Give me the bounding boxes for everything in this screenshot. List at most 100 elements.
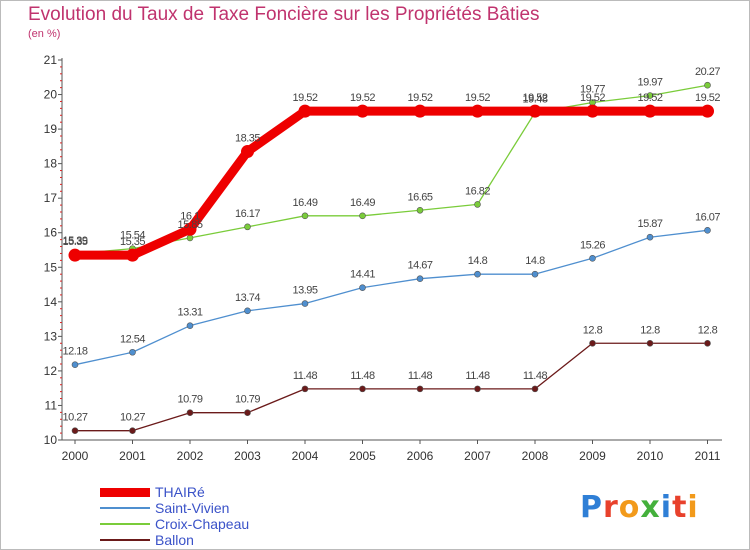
data-label: 13.31 [177, 307, 202, 319]
data-label: 13.95 [292, 285, 317, 297]
data-label: 12.8 [698, 324, 718, 336]
data-point [71, 361, 79, 368]
chart-title: Evolution du Taux de Taxe Foncière sur l… [28, 4, 540, 25]
x-tick-label: 2002 [177, 449, 204, 463]
x-tick-label: 2009 [579, 449, 606, 463]
data-label: 18.35 [235, 133, 260, 145]
data-label: 19.77 [580, 83, 605, 95]
legend-label: THAIRé [155, 484, 205, 500]
data-label: 14.67 [407, 260, 432, 272]
data-label: 14.8 [525, 255, 545, 267]
data-label: 20.27 [695, 66, 720, 78]
chart-subtitle: (en %) [28, 28, 61, 40]
data-label: 19.52 [522, 92, 547, 104]
data-point [244, 223, 251, 231]
series-line-thair- [70, 106, 712, 260]
data-label: 19.52 [637, 92, 662, 104]
data-label: 12.54 [120, 333, 145, 345]
data-label: 19.52 [292, 92, 317, 104]
data-point [643, 104, 657, 118]
data-point [589, 254, 596, 262]
data-point [186, 234, 194, 242]
data-label: 15.35 [120, 236, 145, 248]
data-point [244, 409, 251, 417]
data-point [704, 339, 711, 347]
data-label: 15.85 [177, 219, 202, 231]
data-label: 15.26 [580, 239, 605, 251]
data-point [186, 322, 194, 329]
x-tick-label: 2000 [62, 449, 89, 463]
y-tick-label: 13 [44, 329, 58, 343]
logo-letter: x [640, 490, 661, 525]
data-label: 11.48 [465, 370, 490, 382]
data-label: 15.39 [62, 235, 87, 247]
x-tick-label: 2004 [292, 449, 319, 463]
data-point [646, 92, 654, 99]
legend-swatch [100, 487, 150, 497]
proxiti-logo: Proxiti [580, 490, 699, 525]
legend-item: Croix-Chapeau [100, 516, 340, 532]
legend-swatch [100, 507, 150, 509]
data-point [356, 104, 369, 118]
data-label: 12.8 [640, 324, 660, 336]
y-tick-label: 15 [44, 260, 58, 274]
data-point [586, 104, 599, 118]
data-point [301, 300, 309, 307]
series-line-croix-chapeau [74, 84, 709, 255]
x-tick-label: 2010 [637, 449, 664, 463]
data-label: 14.41 [350, 269, 375, 281]
data-label: 10.27 [120, 412, 145, 424]
data-label: 16.49 [350, 197, 375, 209]
data-point [129, 427, 136, 434]
data-label: 11.48 [293, 370, 318, 382]
legend-item: Saint-Vivien [100, 500, 340, 516]
data-point [413, 104, 427, 118]
legend-label: Ballon [155, 532, 194, 548]
data-point [298, 104, 312, 118]
data-point [416, 385, 424, 393]
y-tick-label: 11 [45, 398, 58, 412]
data-label: 10.27 [62, 412, 87, 424]
data-label: 16.07 [695, 211, 720, 223]
y-tick-label: 14 [44, 295, 58, 309]
data-label: 19.52 [350, 92, 375, 104]
data-point [704, 227, 711, 234]
data-point [474, 385, 481, 393]
data-label: 19.52 [580, 92, 605, 104]
legend-swatch [100, 523, 150, 525]
logo-letter: P [580, 490, 603, 525]
data-label: 19.52 [465, 92, 490, 104]
data-point [474, 201, 481, 208]
logo-letter: i [660, 490, 673, 525]
y-tick-label: 16 [44, 226, 58, 240]
data-label: 15.87 [637, 218, 662, 230]
data-label: 11.48 [350, 370, 375, 382]
data-label: 13.74 [235, 292, 260, 304]
data-label: 15.35 [62, 236, 87, 248]
legend-item: Ballon [100, 532, 340, 548]
y-tick-label: 10 [44, 433, 58, 447]
data-point [129, 348, 136, 356]
data-point [126, 248, 139, 262]
data-label: 16.49 [292, 197, 317, 209]
data-point [704, 81, 711, 89]
x-tick-label: 2006 [407, 449, 434, 463]
data-point [701, 104, 714, 118]
y-tick-label: 20 [44, 88, 58, 102]
data-point [183, 222, 197, 236]
logo-letter: r [603, 490, 619, 525]
y-tick-label: 17 [44, 191, 58, 205]
data-point [471, 104, 484, 118]
data-label: 10.79 [235, 394, 260, 406]
x-tick-label: 2003 [234, 449, 261, 463]
data-point [359, 385, 366, 393]
data-label: 19.97 [637, 77, 662, 89]
data-point [531, 270, 539, 278]
data-point [359, 284, 366, 291]
x-tick-label: 2008 [522, 449, 549, 463]
data-point [589, 339, 596, 347]
data-point [531, 385, 539, 393]
data-label: 10.79 [177, 394, 202, 406]
data-point [646, 233, 654, 241]
